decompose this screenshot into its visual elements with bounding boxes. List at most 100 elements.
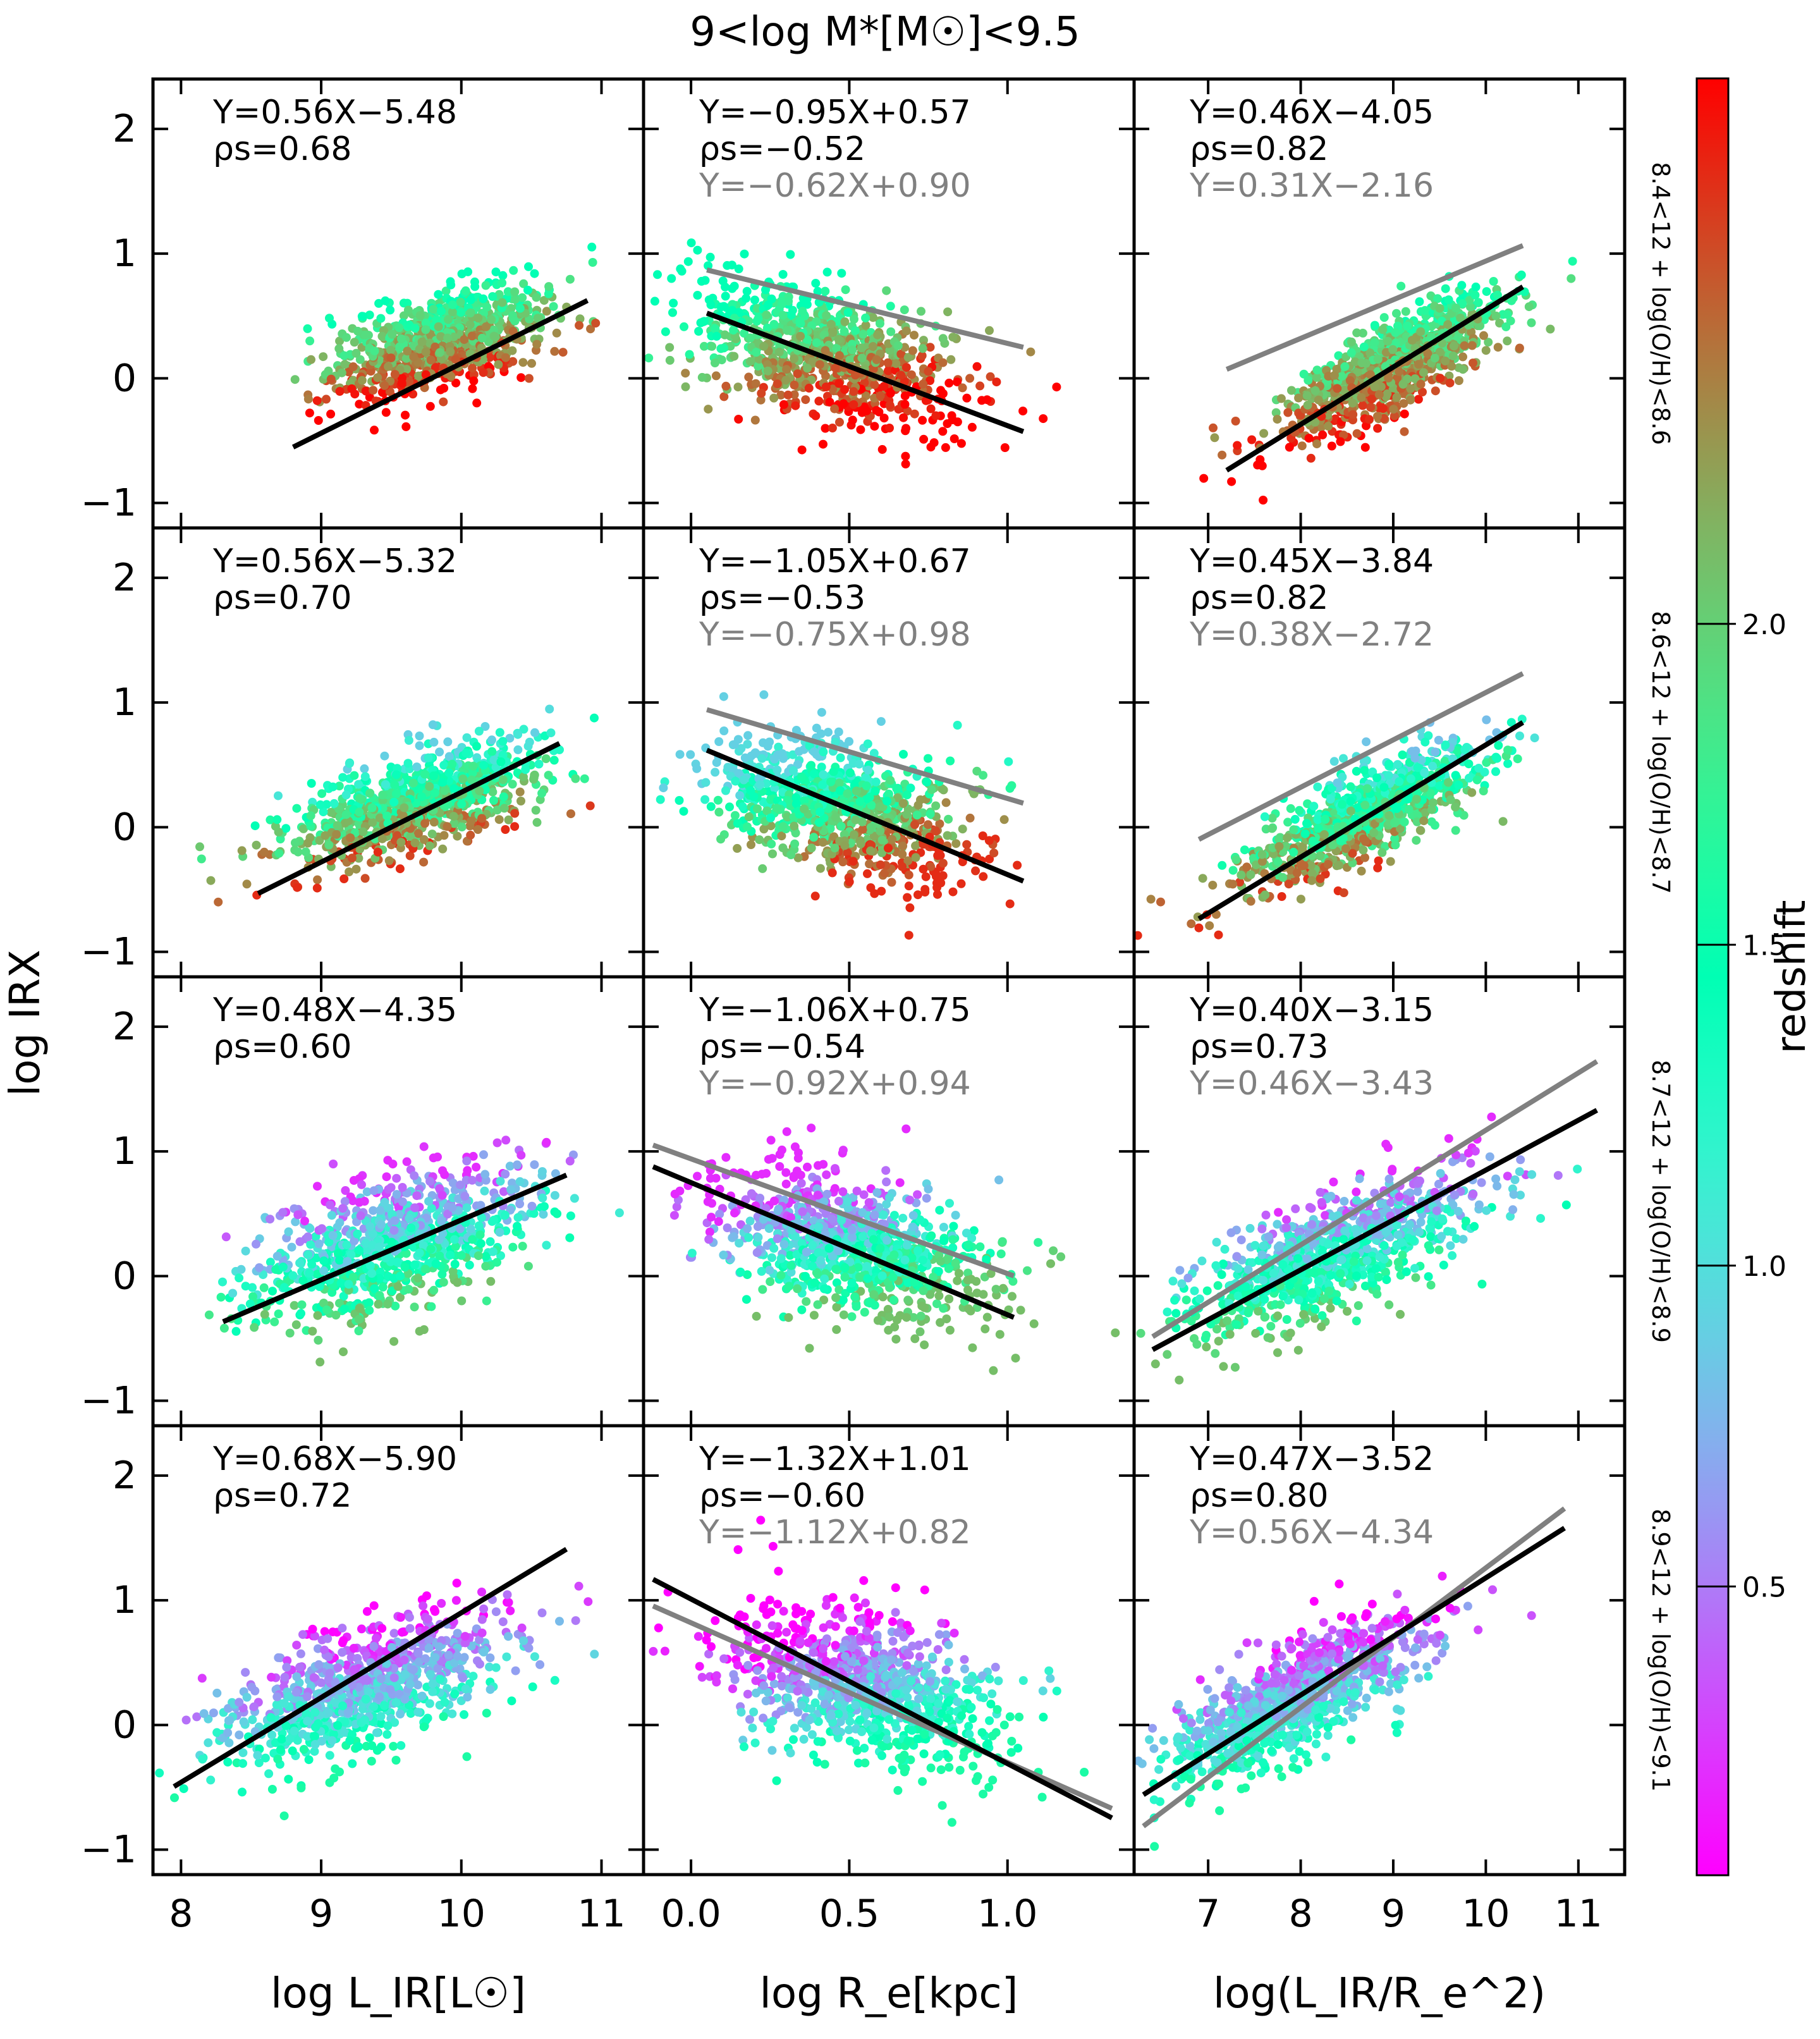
- data-point: [1312, 373, 1321, 382]
- data-point: [501, 825, 510, 834]
- data-point: [1312, 365, 1322, 375]
- data-point: [819, 439, 828, 449]
- data-point: [1451, 303, 1460, 312]
- data-point: [798, 307, 807, 316]
- data-point: [790, 381, 799, 389]
- data-point: [938, 427, 948, 436]
- data-point: [1398, 379, 1408, 389]
- data-point: [395, 864, 405, 874]
- data-point: [467, 816, 475, 826]
- data-point: [1503, 336, 1512, 346]
- data-point: [1471, 282, 1481, 291]
- data-point: [375, 813, 384, 823]
- data-point: [439, 761, 449, 770]
- data-point: [549, 756, 559, 765]
- data-point: [1465, 296, 1474, 305]
- data-point: [876, 391, 885, 400]
- data-point: [851, 326, 860, 335]
- data-point: [953, 377, 962, 387]
- data-point: [740, 329, 749, 338]
- data-point: [242, 879, 252, 889]
- data-point: [1370, 321, 1379, 330]
- data-point: [738, 802, 747, 811]
- data-point: [319, 352, 328, 362]
- data-point: [1187, 919, 1196, 929]
- data-point: [793, 760, 802, 769]
- data-point: [768, 849, 777, 859]
- data-point: [985, 854, 994, 864]
- data-point: [828, 424, 837, 432]
- data-point: [901, 326, 911, 336]
- data-point: [817, 762, 826, 772]
- data-point: [1447, 362, 1457, 371]
- data-point: [305, 408, 314, 418]
- data-point: [484, 337, 493, 346]
- data-point: [437, 307, 446, 316]
- data-point: [699, 341, 709, 351]
- data-point: [857, 408, 867, 417]
- data-point: [920, 885, 930, 894]
- data-point: [291, 838, 300, 847]
- data-point: [734, 415, 743, 424]
- data-point: [571, 774, 580, 783]
- data-point: [491, 267, 501, 277]
- data-point: [532, 293, 541, 302]
- data-point: [791, 726, 801, 735]
- y-tick-label: 0: [113, 356, 137, 400]
- data-point: [714, 807, 724, 817]
- data-point: [700, 795, 710, 804]
- data-point: [1384, 373, 1393, 383]
- data-point: [1312, 439, 1322, 449]
- data-point: [1347, 348, 1356, 357]
- data-point: [857, 353, 867, 363]
- data-point: [515, 303, 525, 313]
- data-point: [1297, 441, 1307, 451]
- black-fit-line: [291, 298, 589, 450]
- data-point: [870, 787, 880, 796]
- data-point: [402, 365, 412, 374]
- data-point: [360, 772, 370, 781]
- data-point: [370, 426, 379, 435]
- data-point: [505, 733, 515, 743]
- data-point: [869, 313, 877, 322]
- data-point: [565, 274, 575, 284]
- data-point: [585, 801, 595, 811]
- data-point: [1314, 395, 1323, 405]
- data-point: [705, 252, 715, 262]
- row-label: 8.4<12 + log(O/H)<8.6: [1647, 162, 1675, 445]
- data-point: [855, 759, 864, 769]
- data-point: [1513, 754, 1522, 764]
- data-point: [546, 728, 556, 738]
- data-point: [438, 778, 448, 787]
- data-point: [721, 291, 730, 301]
- data-point: [1515, 343, 1524, 353]
- data-point: [1013, 860, 1022, 870]
- data-point: [948, 333, 958, 342]
- data-point: [917, 307, 925, 316]
- data-point: [777, 300, 786, 309]
- data-point: [431, 788, 439, 797]
- data-point: [918, 344, 927, 353]
- data-point: [1273, 415, 1282, 424]
- data-point: [758, 864, 767, 873]
- data-point: [1350, 357, 1360, 367]
- data-point: [334, 344, 344, 353]
- data-point: [896, 350, 906, 358]
- data-point: [1454, 376, 1463, 385]
- data-point: [884, 843, 893, 853]
- data-point: [829, 767, 838, 776]
- data-point: [898, 850, 907, 859]
- data-point: [1347, 337, 1356, 346]
- data-point: [797, 445, 807, 455]
- data-point: [828, 328, 838, 337]
- data-point: [1416, 379, 1426, 389]
- data-point: [883, 797, 892, 806]
- data-point: [826, 777, 836, 787]
- data-point: [1218, 450, 1227, 460]
- data-point: [195, 842, 204, 852]
- data-point: [313, 875, 322, 885]
- data-point: [845, 877, 854, 886]
- data-point: [743, 740, 752, 749]
- data-point: [750, 295, 759, 305]
